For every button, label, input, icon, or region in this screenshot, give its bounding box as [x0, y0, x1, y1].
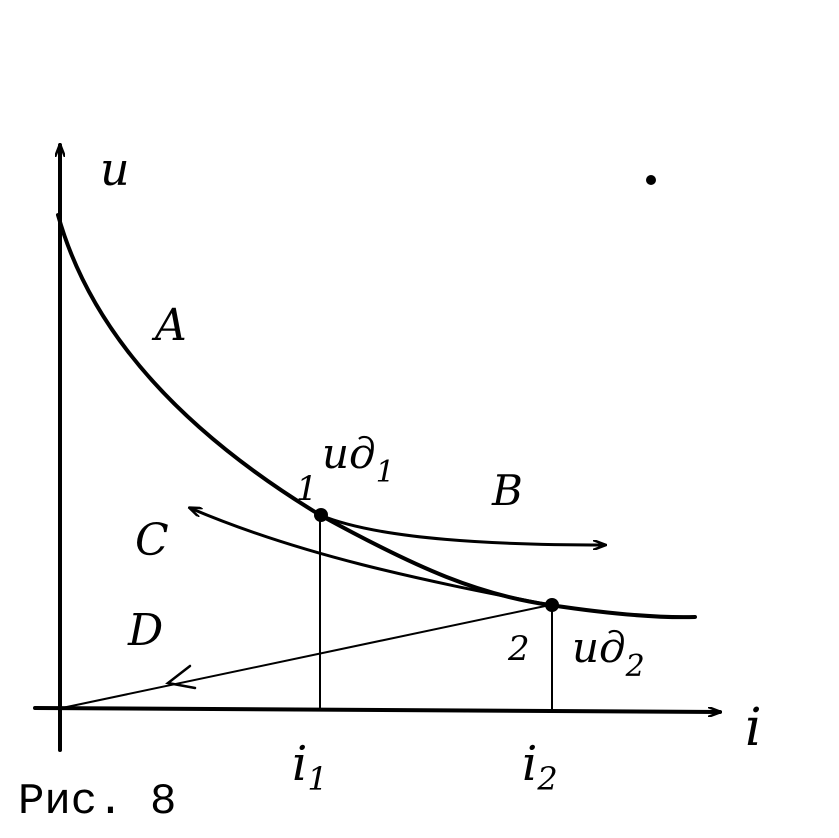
point-2: [545, 598, 559, 612]
stray-dot: [646, 175, 656, 185]
tick-i1: i1: [292, 736, 328, 798]
point-2-value-main: uд: [572, 623, 626, 672]
point-2-label: 2: [507, 629, 530, 669]
tick-i2: i2: [522, 736, 558, 798]
point-2-value-sub: 2: [625, 649, 645, 684]
point-1-value: uд1: [322, 429, 395, 490]
point-2-value: uд2: [572, 623, 645, 684]
line-d-arrow: [165, 664, 197, 690]
y-axis-label: u: [100, 142, 130, 196]
curve-a: [56, 213, 697, 620]
tick-i1-sub: 1: [307, 760, 327, 798]
figure-caption: Рис. 8: [18, 777, 176, 827]
point-1: [314, 508, 328, 522]
curve-c: [190, 508, 552, 607]
line-d-label: D: [127, 605, 163, 656]
curve-a-label: A: [151, 300, 187, 351]
line-d: [61, 604, 551, 709]
tick-i1-main: i: [292, 736, 307, 792]
x-axis: [33, 706, 720, 712]
point-1-value-sub: 1: [376, 455, 395, 490]
point-1-value-main: uд: [322, 429, 376, 478]
tick-i2-sub: 2: [536, 760, 557, 798]
curve-b: [318, 513, 605, 545]
tick-i2-main: i: [522, 736, 537, 792]
point-1-label: 1: [296, 469, 318, 509]
curve-b-label: B: [491, 466, 523, 515]
curve-c-label: C: [135, 515, 169, 566]
x-axis-label: i: [745, 698, 762, 758]
